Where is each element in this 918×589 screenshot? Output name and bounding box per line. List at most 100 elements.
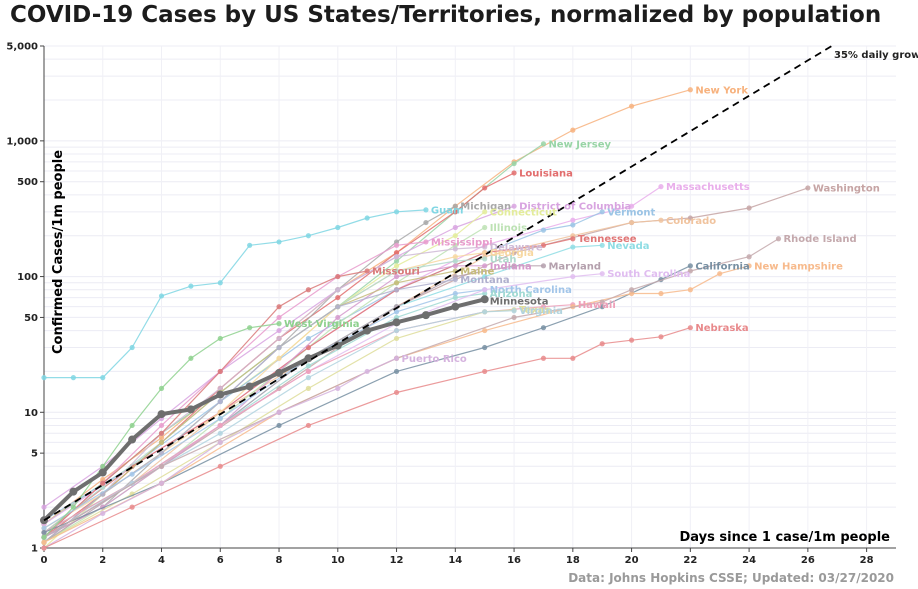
data-point <box>188 355 194 361</box>
data-point <box>335 314 341 321</box>
data-point <box>217 439 223 445</box>
reference-line <box>43 45 833 522</box>
data-point <box>570 217 576 223</box>
data-point <box>687 287 693 293</box>
series-label: Massachusetts <box>666 182 750 193</box>
data-point <box>746 254 752 260</box>
data-point <box>335 287 341 293</box>
data-point <box>100 375 106 381</box>
data-point <box>276 327 282 334</box>
data-point <box>158 439 165 445</box>
x-tick-label: 2 <box>99 555 106 566</box>
data-point <box>775 236 782 242</box>
data-point <box>364 215 370 221</box>
data-point <box>217 430 223 436</box>
data-point <box>452 224 458 231</box>
data-point <box>628 290 635 297</box>
data-point <box>335 385 341 391</box>
data-point <box>69 487 78 496</box>
data-point <box>452 276 458 283</box>
data-point <box>393 327 400 334</box>
data-point <box>217 463 223 469</box>
data-point <box>217 415 223 422</box>
data-point <box>570 355 576 361</box>
data-point <box>482 309 488 315</box>
data-point <box>540 325 547 331</box>
data-point <box>100 510 106 516</box>
data-point <box>276 409 282 415</box>
data-point <box>511 250 517 256</box>
data-point <box>364 368 370 375</box>
data-point <box>452 242 458 248</box>
data-point <box>658 184 664 190</box>
data-point <box>482 273 488 280</box>
data-point <box>423 239 429 245</box>
series-label: Indiana <box>490 261 532 272</box>
data-point <box>570 236 576 242</box>
data-point <box>482 185 488 191</box>
series-label: Rhode Island <box>783 234 856 245</box>
series-label: California <box>695 261 749 272</box>
data-point <box>276 355 282 361</box>
data-point <box>305 287 312 293</box>
data-point <box>423 219 429 226</box>
data-point <box>599 242 605 248</box>
x-tick-label: 12 <box>390 555 404 566</box>
data-point <box>393 335 400 342</box>
series-label: Virginia <box>519 306 563 317</box>
data-point <box>628 337 635 343</box>
series-line <box>44 209 426 379</box>
data-point <box>393 268 400 274</box>
series-line <box>43 270 456 543</box>
series-label: South Carolina <box>607 269 690 280</box>
data-point <box>158 293 165 299</box>
series-line <box>43 304 573 534</box>
data-point <box>129 422 135 429</box>
data-point <box>393 209 400 215</box>
data-point <box>599 299 605 305</box>
data-point <box>276 239 282 245</box>
series-line <box>43 279 456 543</box>
data-point <box>746 263 752 269</box>
data-point <box>364 268 370 274</box>
series-line <box>43 241 426 538</box>
data-point <box>335 304 341 310</box>
data-point <box>599 304 605 310</box>
x-tick-label: 24 <box>742 555 756 566</box>
data-point <box>158 463 165 469</box>
data-point <box>100 476 106 483</box>
data-point <box>393 250 400 256</box>
data-point <box>41 504 47 510</box>
series-label: Michigan <box>460 202 511 213</box>
series-line <box>43 238 779 538</box>
series-line <box>42 297 486 522</box>
data-point <box>41 525 47 531</box>
data-point <box>511 203 517 209</box>
series-label: Arizona <box>490 289 533 300</box>
data-point <box>41 539 47 545</box>
data-point <box>482 256 488 262</box>
y-tick-label: 1,000 <box>6 136 38 147</box>
data-point <box>247 242 253 248</box>
data-point <box>393 287 400 293</box>
data-point <box>393 263 400 269</box>
data-point <box>335 273 341 280</box>
series-line <box>43 327 691 549</box>
y-tick-label: 500 <box>17 177 38 188</box>
data-point <box>658 334 664 340</box>
data-point <box>658 217 664 223</box>
series-label: Maine <box>460 266 494 277</box>
data-point <box>540 227 547 233</box>
series-label: Maryland <box>548 261 601 272</box>
x-tick-label: 22 <box>683 555 697 566</box>
x-tick-label: 6 <box>217 555 224 566</box>
data-point <box>335 224 341 231</box>
data-point <box>511 170 517 176</box>
data-point <box>305 363 312 369</box>
data-point <box>276 321 282 327</box>
y-tick-label: 10 <box>24 408 38 419</box>
data-point <box>570 244 576 250</box>
data-point <box>158 435 165 441</box>
y-tick-label: 50 <box>24 313 38 324</box>
